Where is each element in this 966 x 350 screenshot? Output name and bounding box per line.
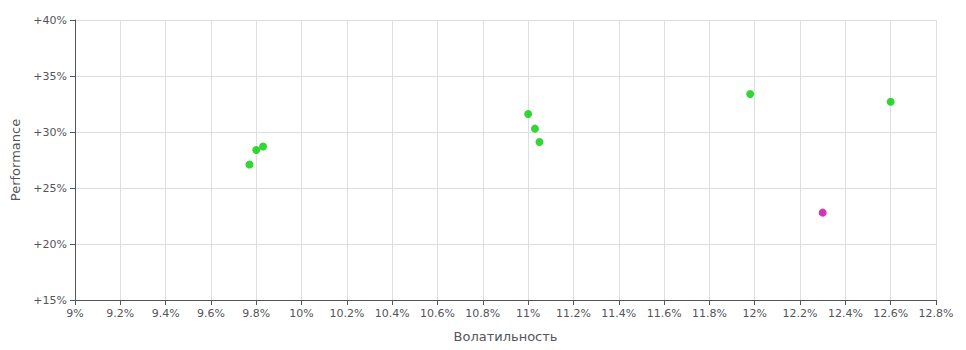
svg-text:+35%: +35% [33, 70, 67, 83]
svg-text:12%: 12% [743, 307, 767, 320]
svg-text:11.4%: 11.4% [601, 307, 636, 320]
svg-text:10.8%: 10.8% [465, 307, 500, 320]
svg-text:Performance: Performance [8, 119, 23, 201]
svg-text:10.6%: 10.6% [420, 307, 455, 320]
svg-text:+15%: +15% [33, 294, 67, 307]
svg-text:10%: 10% [289, 307, 313, 320]
svg-text:11.6%: 11.6% [647, 307, 682, 320]
svg-text:9.4%: 9.4% [152, 307, 180, 320]
svg-text:12.8%: 12.8% [919, 307, 954, 320]
svg-text:12.4%: 12.4% [828, 307, 863, 320]
svg-text:10.2%: 10.2% [329, 307, 364, 320]
svg-text:+20%: +20% [33, 238, 67, 251]
svg-text:Волатильность: Волатильность [454, 329, 558, 344]
svg-text:12.2%: 12.2% [783, 307, 818, 320]
svg-text:11.2%: 11.2% [556, 307, 591, 320]
svg-text:11%: 11% [516, 307, 540, 320]
svg-text:9.6%: 9.6% [197, 307, 225, 320]
svg-text:10.4%: 10.4% [375, 307, 410, 320]
svg-text:+30%: +30% [33, 126, 67, 139]
svg-text:11.8%: 11.8% [692, 307, 727, 320]
svg-text:9.8%: 9.8% [242, 307, 270, 320]
svg-text:+25%: +25% [33, 182, 67, 195]
svg-text:12.6%: 12.6% [873, 307, 908, 320]
svg-text:9%: 9% [66, 307, 83, 320]
svg-text:+40%: +40% [33, 14, 67, 27]
svg-text:9.2%: 9.2% [106, 307, 134, 320]
